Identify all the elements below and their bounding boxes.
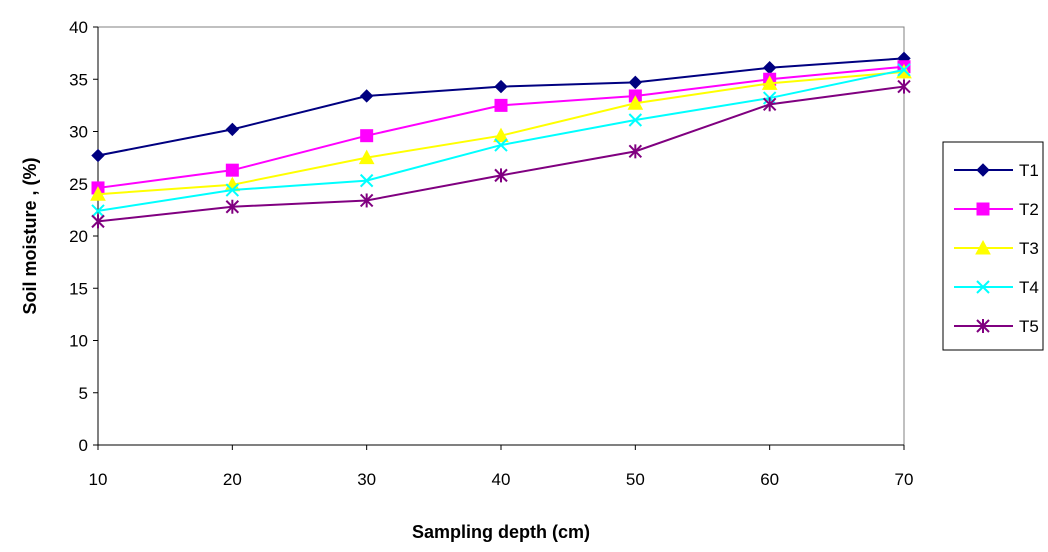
data-point — [897, 63, 911, 77]
data-point — [90, 186, 106, 201]
legend-marker — [976, 280, 990, 294]
series-group — [90, 51, 912, 229]
y-tick-label: 15 — [69, 279, 88, 298]
y-tick-label: 20 — [69, 227, 88, 246]
x-tick-label: 70 — [895, 470, 914, 489]
data-point — [493, 127, 509, 143]
data-point — [494, 138, 508, 152]
data-point — [628, 113, 643, 127]
legend-item-t5: T5 — [954, 317, 1039, 336]
data-point — [627, 95, 644, 110]
y-tick-label: 35 — [69, 70, 88, 89]
data-point — [91, 214, 105, 229]
legend: T1 T2 T3 T4 T5 — [954, 161, 1039, 336]
data-point — [494, 98, 508, 112]
x-tick-label: 10 — [89, 470, 108, 489]
legend-item-t3: T3 — [954, 239, 1039, 258]
data-point — [628, 75, 643, 90]
legend-label: T1 — [1019, 161, 1039, 180]
legend-marker — [976, 319, 990, 333]
data-point — [494, 79, 508, 94]
legend-label: T3 — [1019, 239, 1039, 258]
data-point — [762, 97, 777, 112]
y-tick-label: 10 — [69, 332, 88, 351]
y-tick-label: 30 — [69, 123, 88, 142]
data-point — [225, 122, 240, 137]
x-tick-label: 60 — [760, 470, 779, 489]
x-tick-label: 40 — [492, 470, 511, 489]
data-point — [91, 148, 105, 163]
y-tick-label: 40 — [69, 18, 88, 37]
legend-item-t2: T2 — [954, 200, 1039, 219]
data-point — [628, 144, 643, 159]
x-tick-label: 30 — [357, 470, 376, 489]
data-point — [897, 79, 911, 94]
legend-label: T5 — [1019, 317, 1039, 336]
series-t3 — [90, 63, 912, 201]
data-point — [761, 75, 778, 90]
data-point — [225, 163, 239, 177]
data-point — [360, 129, 374, 143]
series-t5 — [91, 79, 911, 229]
data-point — [225, 183, 240, 197]
legend-marker — [976, 163, 990, 177]
legend-marker — [975, 239, 991, 255]
data-point — [359, 193, 374, 208]
x-tick-label: 50 — [626, 470, 645, 489]
legend-marker — [976, 202, 990, 216]
data-point — [359, 173, 374, 188]
x-tick-label: 20 — [223, 470, 242, 489]
data-point — [359, 89, 374, 103]
x-axis-title: Sampling depth (cm) — [412, 522, 590, 542]
y-tick-label: 25 — [69, 175, 88, 194]
y-tick-label: 5 — [79, 384, 88, 403]
legend-label: T2 — [1019, 200, 1039, 219]
axes: 0 5 10 15 20 25 30 35 40 10 20 30 40 50 60 70 — [69, 18, 913, 489]
legend-label: T4 — [1019, 278, 1039, 297]
y-axis-title: Soil moisture , (%) — [20, 157, 40, 314]
data-point — [358, 149, 375, 165]
legend-box — [942, 141, 1044, 351]
legend-item-t1: T1 — [954, 161, 1039, 180]
data-point — [494, 168, 508, 183]
legend-item-t4: T4 — [954, 278, 1039, 297]
data-point — [91, 204, 105, 218]
y-tick-label: 0 — [79, 436, 88, 455]
data-point — [225, 199, 240, 214]
